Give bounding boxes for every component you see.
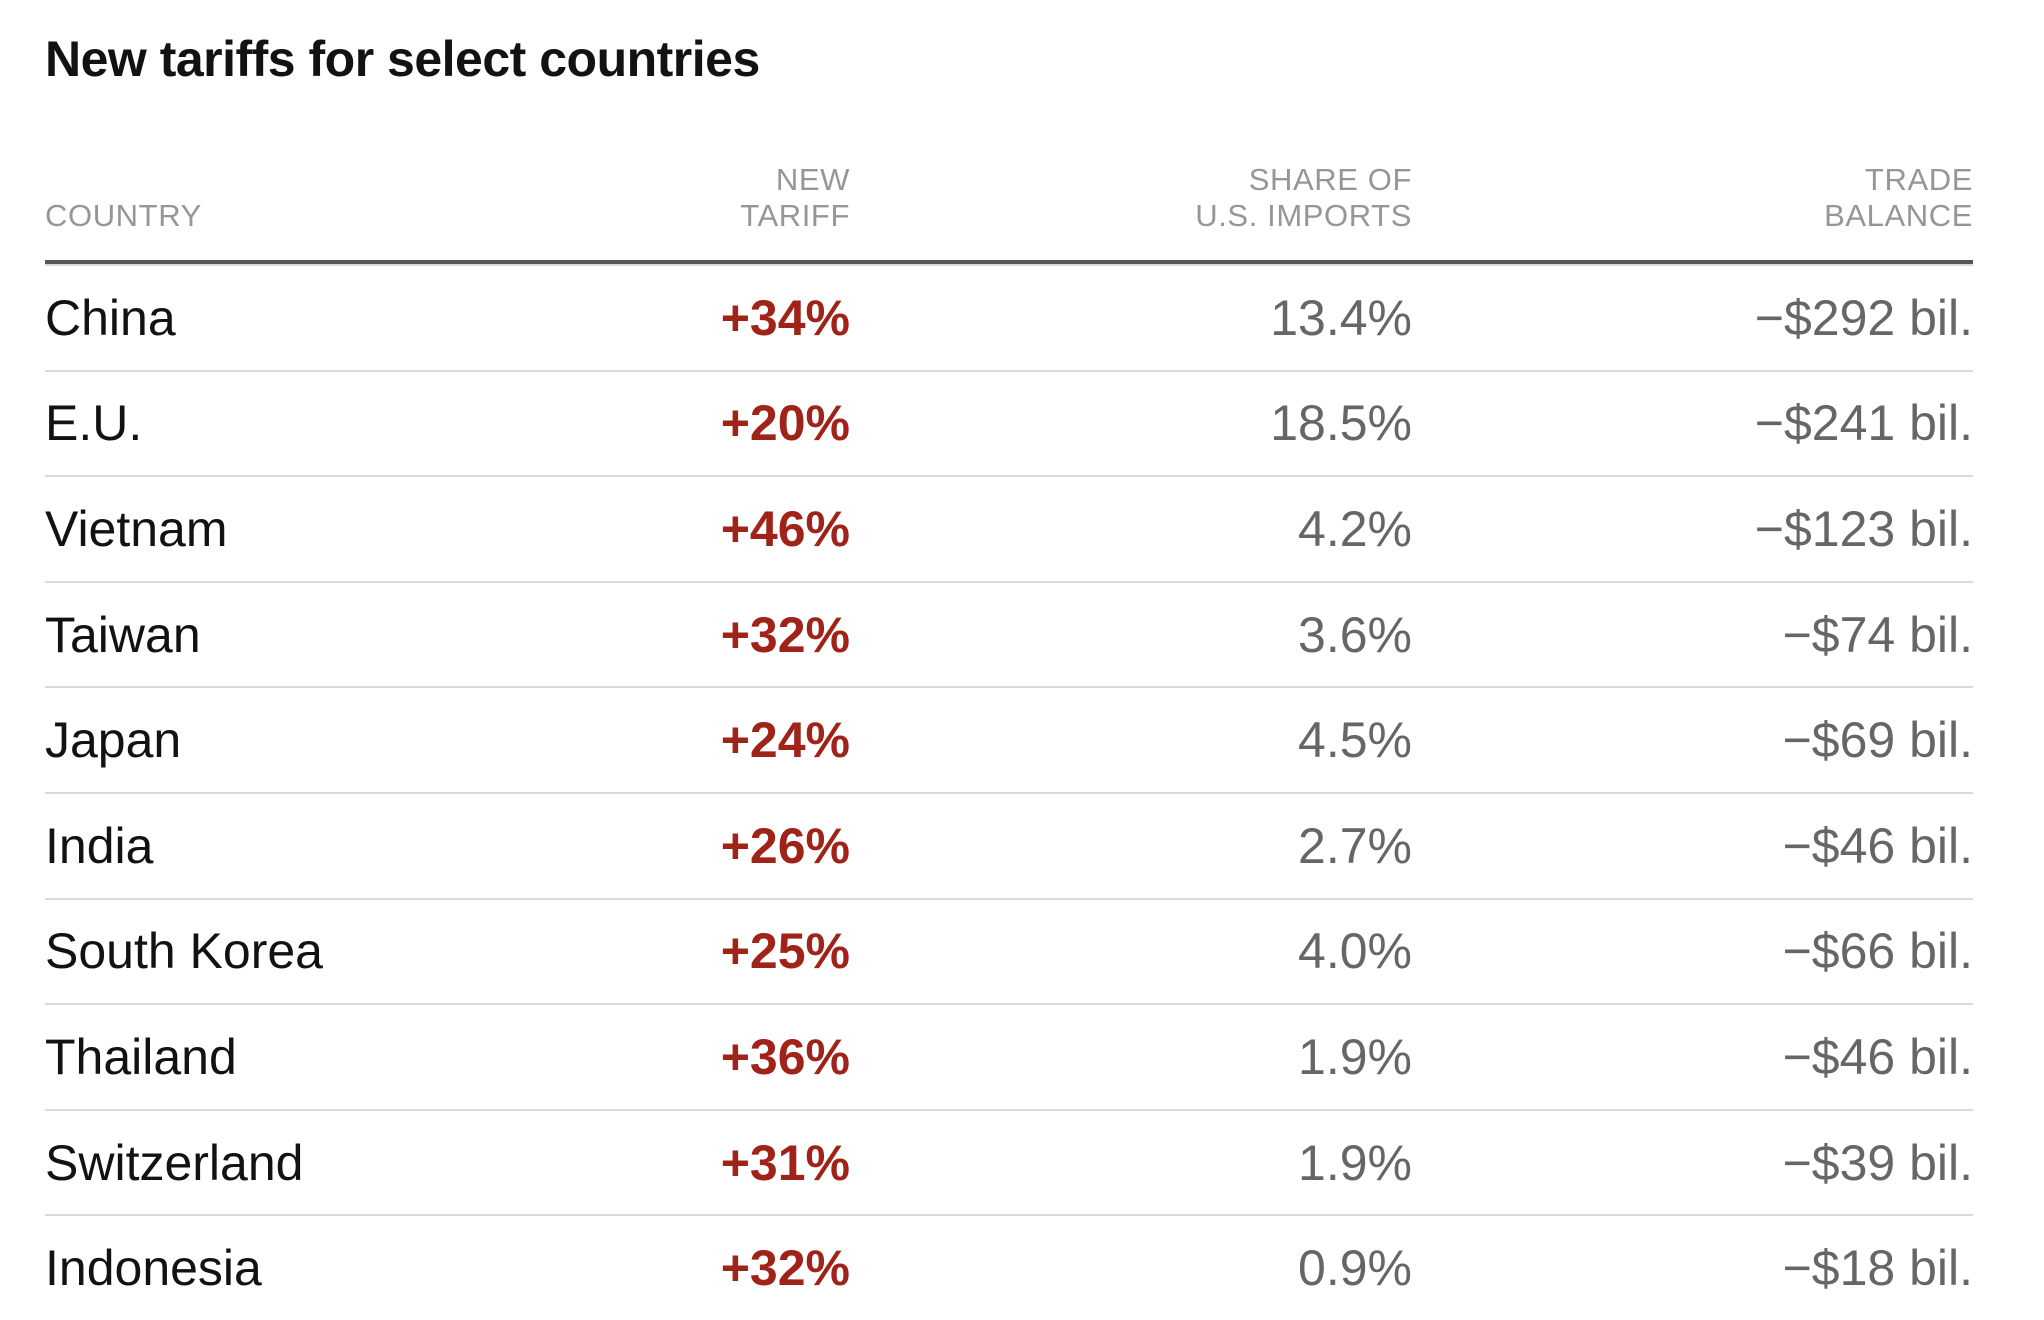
import-share-cell: 0.9% xyxy=(1298,1240,1412,1297)
country-cell: Japan xyxy=(45,712,182,769)
country-cell: Vietnam xyxy=(45,500,228,557)
country-cell: China xyxy=(45,289,176,346)
import-share-cell: 18.5% xyxy=(1270,395,1412,452)
table-row: China +34% 13.4% −$292 bil. xyxy=(45,264,1973,370)
column-header-import-share-line1: SHARE OF xyxy=(1248,162,1412,197)
table-row: India +26% 2.7% −$46 bil. xyxy=(45,791,1973,898)
import-share-cell: 3.6% xyxy=(1298,606,1412,663)
column-header-new-tariff: NEW TARIFF xyxy=(485,162,850,234)
trade-balance-cell: −$18 bil. xyxy=(1782,1240,1973,1297)
import-share-cell: 1.9% xyxy=(1298,1134,1412,1191)
new-tariff-cell: +26% xyxy=(720,817,850,874)
table-row: Indonesia +32% 0.9% −$18 bil. xyxy=(45,1214,1973,1320)
import-share-cell: 4.2% xyxy=(1298,500,1412,557)
table-row: South Korea +25% 4.0% −$66 bil. xyxy=(45,897,1973,1004)
new-tariff-cell: +36% xyxy=(720,1028,850,1085)
page-title: New tariffs for select countries xyxy=(45,31,760,87)
trade-balance-cell: −$123 bil. xyxy=(1754,500,1973,557)
new-tariff-cell: +31% xyxy=(720,1134,850,1191)
new-tariff-cell: +46% xyxy=(720,500,850,557)
new-tariff-cell: +20% xyxy=(720,395,850,452)
new-tariff-cell: +34% xyxy=(720,289,850,346)
trade-balance-cell: −$39 bil. xyxy=(1782,1134,1973,1191)
new-tariff-cell: +25% xyxy=(720,923,850,980)
new-tariff-cell: +24% xyxy=(720,712,850,769)
country-cell: Thailand xyxy=(45,1028,237,1085)
trade-balance-cell: −$292 bil. xyxy=(1754,289,1973,346)
table-row: E.U. +20% 18.5% −$241 bil. xyxy=(45,369,1973,476)
new-tariff-cell: +32% xyxy=(720,1240,850,1297)
trade-balance-cell: −$46 bil. xyxy=(1782,1028,1973,1085)
trade-balance-cell: −$74 bil. xyxy=(1782,606,1973,663)
column-header-import-share-line2: U.S. IMPORTS xyxy=(1195,198,1412,233)
trade-balance-cell: −$66 bil. xyxy=(1782,923,1973,980)
import-share-cell: 1.9% xyxy=(1298,1028,1412,1085)
import-share-cell: 4.5% xyxy=(1298,712,1412,769)
column-header-country-label: COUNTRY xyxy=(45,198,202,233)
table-row: Japan +24% 4.5% −$69 bil. xyxy=(45,686,1973,792)
column-header-new-tariff-line2: TARIFF xyxy=(740,198,850,233)
country-cell: Indonesia xyxy=(45,1240,262,1297)
table-body: China +34% 13.4% −$292 bil. E.U. +20% 18… xyxy=(45,264,1973,1320)
trade-balance-cell: −$69 bil. xyxy=(1782,712,1973,769)
table-header-row: COUNTRY NEW TARIFF SHARE OF U.S. IMPORTS… xyxy=(45,162,1973,264)
import-share-cell: 13.4% xyxy=(1270,289,1412,346)
country-cell: E.U. xyxy=(45,395,143,452)
column-header-trade-balance-line2: BALANCE xyxy=(1824,198,1973,233)
column-header-trade-balance-line1: TRADE xyxy=(1864,162,1973,197)
new-tariff-cell: +32% xyxy=(720,606,850,663)
trade-balance-cell: −$46 bil. xyxy=(1782,817,1973,874)
country-cell: India xyxy=(45,817,154,874)
table-row: Taiwan +32% 3.6% −$74 bil. xyxy=(45,580,1973,687)
table-row: Thailand +36% 1.9% −$46 bil. xyxy=(45,1003,1973,1109)
column-header-country: COUNTRY xyxy=(45,198,485,234)
column-header-trade-balance: TRADE BALANCE xyxy=(1412,162,1973,234)
table-row: Vietnam +46% 4.2% −$123 bil. xyxy=(45,475,1973,581)
column-header-import-share: SHARE OF U.S. IMPORTS xyxy=(850,162,1412,234)
trade-balance-cell: −$241 bil. xyxy=(1754,395,1973,452)
country-cell: Taiwan xyxy=(45,606,201,663)
country-cell: Switzerland xyxy=(45,1134,304,1191)
import-share-cell: 2.7% xyxy=(1298,817,1412,874)
column-header-new-tariff-line1: NEW xyxy=(775,162,850,197)
import-share-cell: 4.0% xyxy=(1298,923,1412,980)
country-cell: South Korea xyxy=(45,923,323,980)
table-row: Switzerland +31% 1.9% −$39 bil. xyxy=(45,1108,1973,1215)
